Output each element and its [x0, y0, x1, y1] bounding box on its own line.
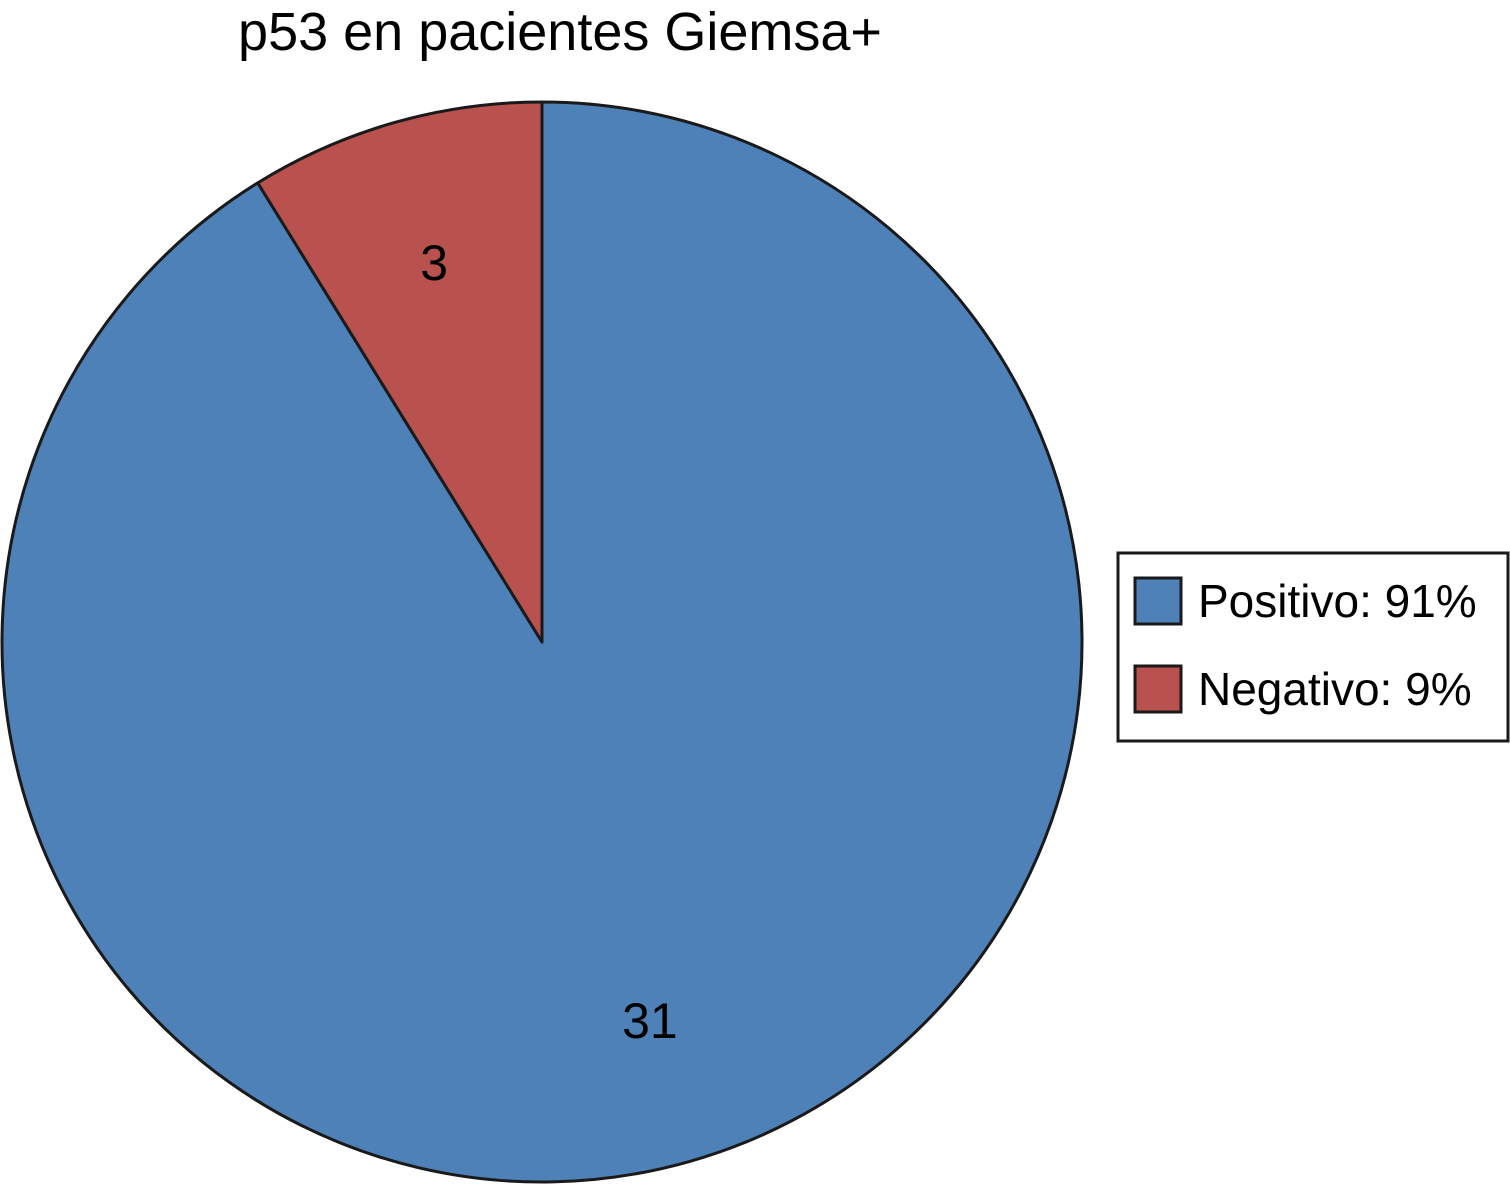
- data-label-positivo: 31: [622, 993, 678, 1049]
- pie-data-labels: 31 3: [420, 235, 678, 1049]
- legend: Positivo: 91% Negativo: 9%: [1116, 551, 1510, 743]
- pie-slices: [0, 100, 1084, 1184]
- legend-label-negativo: Negativo: 9%: [1198, 663, 1472, 715]
- legend-label-positivo: Positivo: 91%: [1198, 575, 1477, 627]
- legend-swatch-positivo: [1133, 576, 1183, 626]
- pie-slice-negativo: [256, 100, 544, 644]
- legend-box: [1116, 551, 1510, 743]
- data-label-negativo: 3: [420, 235, 448, 291]
- legend-swatch-negativo: [1133, 664, 1183, 714]
- chart-title: p53 en pacientes Giemsa+: [238, 2, 882, 62]
